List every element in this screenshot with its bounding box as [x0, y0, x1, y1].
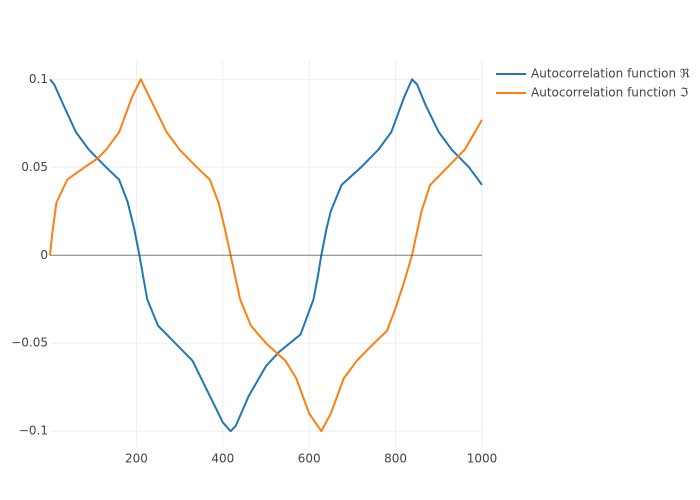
- x-tick-label: 800: [384, 452, 407, 466]
- line-series: [49, 78, 483, 433]
- x-tick-label: 600: [298, 452, 321, 466]
- legend-label: Autocorrelation function ℜ: [531, 67, 690, 81]
- y-tick-label: 0.1: [29, 72, 48, 86]
- line-series: [49, 78, 483, 433]
- legend-label: Autocorrelation function ℑ: [531, 86, 688, 100]
- y-tick-label: −0.1: [19, 424, 48, 438]
- x-tick-label: 1000: [467, 452, 498, 466]
- y-tick-label: 0.05: [21, 160, 48, 174]
- x-tick-label: 200: [125, 452, 148, 466]
- y-tick-label: −0.05: [11, 336, 48, 350]
- x-tick-label: 400: [211, 452, 234, 466]
- y-tick-label: 0: [40, 248, 48, 262]
